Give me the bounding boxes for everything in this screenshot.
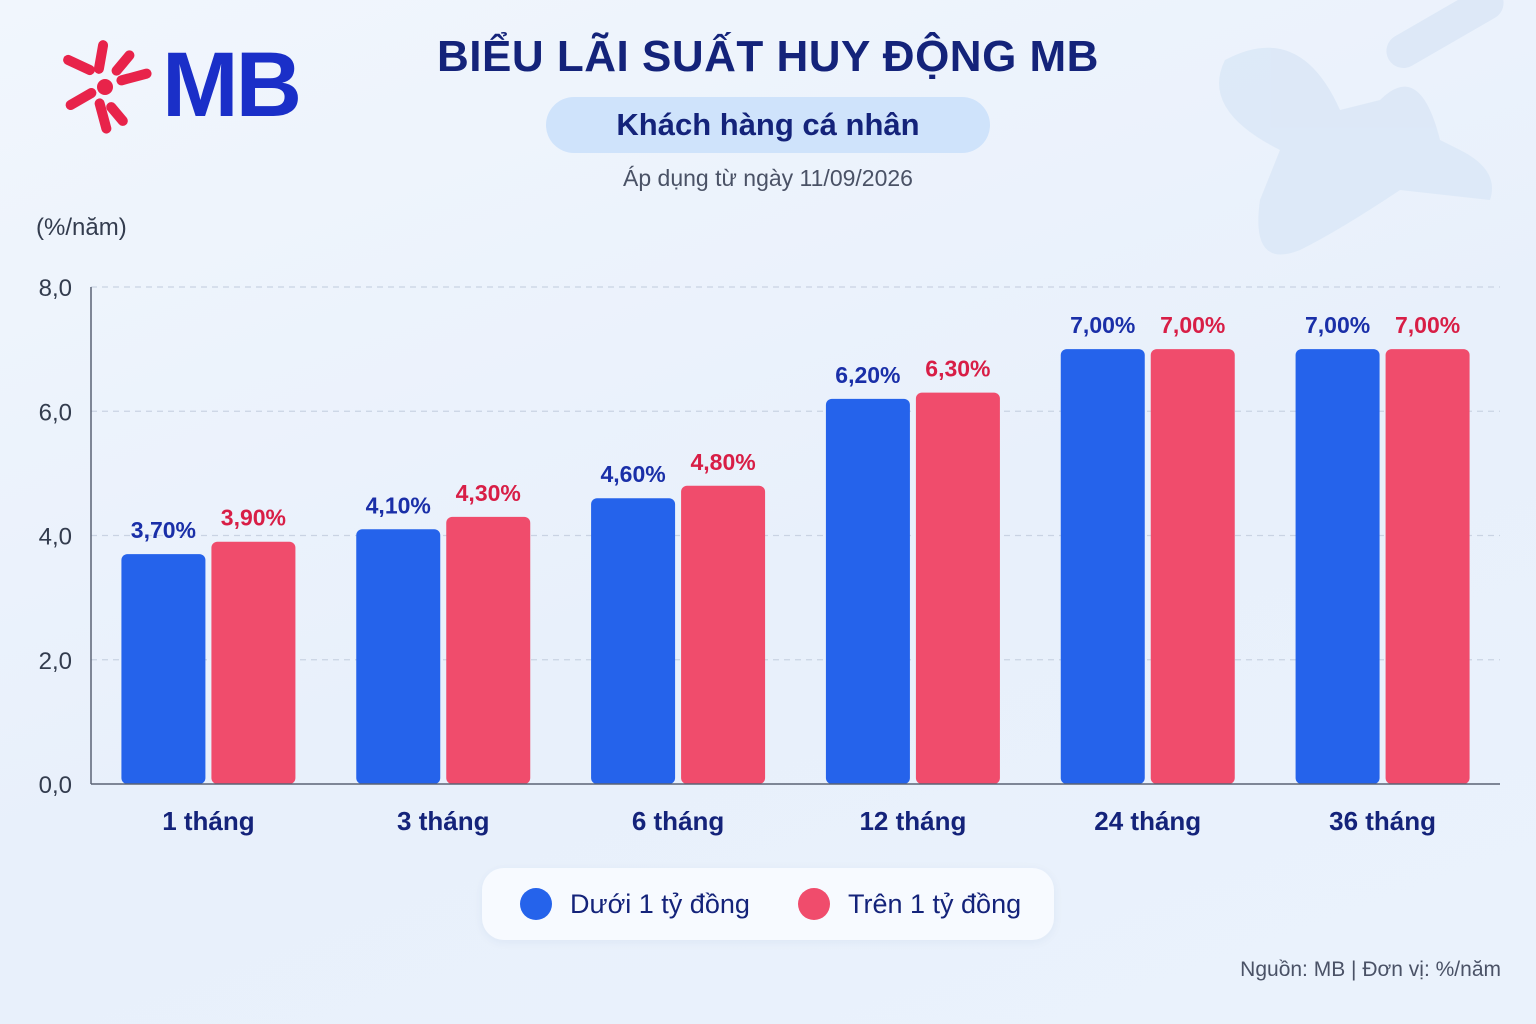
x-tick-label: 6 tháng (632, 806, 724, 836)
bar-over-1-billion (1385, 349, 1470, 784)
bar-value-label: 4,60% (600, 461, 665, 487)
legend-swatch-over-1-billion (798, 888, 830, 920)
y-axis-unit-label: (%/năm) (36, 214, 127, 241)
bar-under-1-billion (591, 498, 676, 784)
y-tick-label: 6,0 (39, 399, 72, 426)
bar-value-label: 7,00% (1395, 312, 1460, 338)
customer-type-pill: Khách hàng cá nhân (546, 97, 990, 153)
mb-logo-text: MB (162, 34, 302, 136)
bar-value-label: 3,90% (221, 505, 286, 531)
x-tick-label: 12 tháng (859, 806, 966, 836)
bar-under-1-billion (121, 554, 206, 784)
bar-value-label: 6,20% (835, 362, 900, 388)
bar-value-label: 7,00% (1305, 312, 1370, 338)
chart-legend: Dưới 1 tỷ đồng Trên 1 tỷ đồng (482, 868, 1054, 940)
bar-under-1-billion (1060, 349, 1145, 784)
mb-logo: MB (50, 32, 320, 142)
y-tick-label: 8,0 (39, 275, 72, 302)
bar-value-label: 7,00% (1160, 312, 1225, 338)
bar-value-label: 4,30% (456, 480, 521, 506)
y-tick-label: 2,0 (39, 648, 72, 675)
bar-over-1-billion (211, 541, 296, 784)
x-tick-label: 3 tháng (397, 806, 489, 836)
bar-under-1-billion (356, 529, 441, 784)
x-tick-label: 1 tháng (162, 806, 254, 836)
bar-value-label: 6,30% (925, 356, 990, 382)
y-tick-label: 0,0 (39, 772, 72, 799)
bar-under-1-billion (1295, 349, 1380, 784)
source-note: Nguồn: MB | Đơn vị: %/năm (1240, 958, 1501, 981)
bar-value-label: 7,00% (1070, 312, 1135, 338)
bar-over-1-billion (1150, 349, 1235, 784)
effective-date: Áp dụng từ ngày 11/09/2026 (623, 165, 913, 191)
bar-over-1-billion (446, 516, 531, 784)
legend-label-under-1-billion: Dưới 1 tỷ đồng (570, 889, 750, 919)
chart-title: BIỂU LÃI SUẤT HUY ĐỘNG MB (437, 32, 1099, 81)
x-tick-label: 36 tháng (1329, 806, 1436, 836)
legend-swatch-under-1-billion (520, 888, 552, 920)
bar-value-label: 3,70% (131, 517, 196, 543)
legend-label-over-1-billion: Trên 1 tỷ đồng (848, 889, 1022, 919)
bar-value-label: 4,10% (366, 492, 431, 518)
bar-value-label: 4,80% (690, 449, 755, 475)
bar-over-1-billion (681, 485, 766, 784)
x-tick-label: 24 tháng (1094, 806, 1201, 836)
bar-under-1-billion (825, 398, 910, 784)
mb-star-icon (63, 40, 152, 134)
y-tick-label: 4,0 (39, 524, 72, 551)
bar-over-1-billion (915, 392, 1000, 784)
